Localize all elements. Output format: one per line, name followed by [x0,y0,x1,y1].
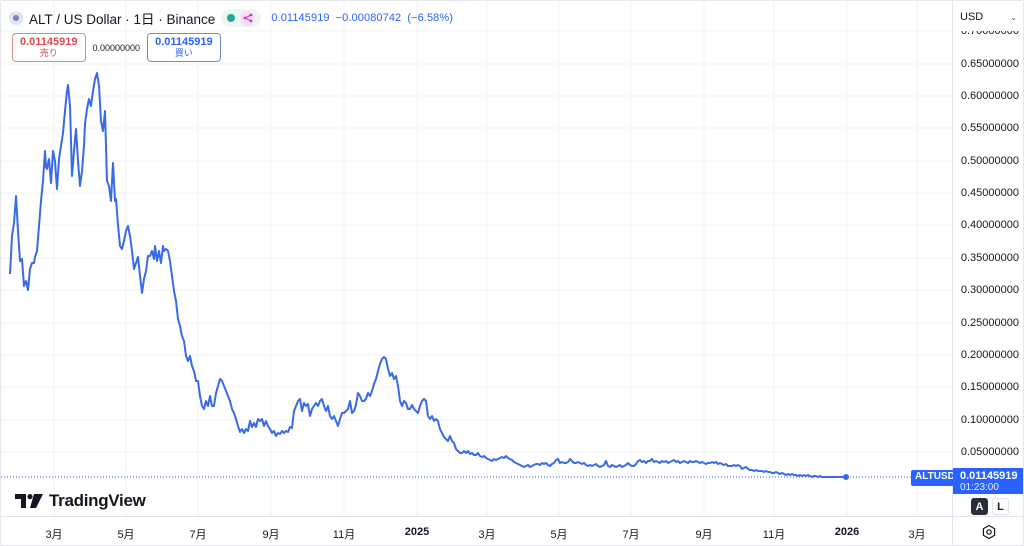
price-axis-label: 0.20000000 [960,349,1019,361]
price-axis-label: 0.55000000 [960,122,1019,134]
time-axis-label: 5月 [117,529,135,541]
buy-price: 0.01145919 [155,36,213,48]
last-price-tag: 0.01145919 01:23:00 [953,468,1023,494]
price-axis-label: 0.15000000 [960,381,1019,393]
sell-label: 売り [39,48,58,58]
symbol-logo-icon [9,11,23,25]
price-change-value: −0.00080742 [335,12,402,24]
market-open-dot-icon [227,14,236,22]
time-axis-label: 5月 [550,529,568,541]
bar-countdown: 01:23:00 [960,482,999,493]
price-axis-label: 0.40000000 [960,219,1019,231]
sell-button[interactable]: 0.01145919 売り [12,33,86,62]
time-axis-label: 9月 [262,529,280,541]
chart-plot-area[interactable] [1,1,952,516]
price-axis-label: 0.60000000 [960,90,1019,102]
trade-buttons: 0.01145919 売り 0.00000000 0.01145919 買い [12,33,221,62]
brand-name: TradingView [49,491,146,510]
buy-button[interactable]: 0.01145919 買い [147,33,221,62]
scale-mode-buttons: A L [971,498,1009,515]
price-axis[interactable]: 0.70000000 0.65000000 0.60000000 0.55000… [952,1,1024,516]
price-axis-label: 0.30000000 [960,284,1019,296]
spread-value: 0.00000000 [92,42,141,53]
time-axis-label: 3月 [45,529,63,541]
price-axis-label: 0.65000000 [960,58,1019,70]
last-price-value: 0.01145919 [271,12,330,24]
log-scale-button[interactable]: L [992,498,1009,515]
price-axis-label: 0.25000000 [960,317,1019,329]
chart-legend-header: ALT / US Dollar · 1日 · Binance 0.0114591… [9,7,453,29]
symbol-price-tag: ALTUSD [911,470,959,486]
time-axis-label: 7月 [622,529,640,541]
time-axis-label: 9月 [695,529,713,541]
status-pill[interactable] [221,9,262,27]
price-chart-svg [1,1,952,516]
buy-label: 買い [174,48,193,58]
symbol-title[interactable]: ALT / US Dollar · 1日 · Binance [29,12,216,27]
share-icon[interactable] [240,10,256,26]
time-axis-year-label: 2026 [834,526,860,538]
price-change-percent: (−6.58%) [407,12,454,24]
currency-value: USD [960,11,984,23]
price-line [9,72,846,478]
tradingview-logo-icon [15,494,43,508]
time-axis-label: 11月 [762,529,786,541]
time-axis-label: 7月 [189,529,207,541]
chart-settings-button[interactable] [952,516,1024,546]
time-axis-label: 3月 [478,529,496,541]
last-price-dot [843,474,849,480]
price-axis-label: 0.45000000 [960,187,1019,199]
settings-gear-icon [982,524,996,540]
time-axis-label: 11月 [332,529,356,541]
currency-select[interactable]: USD ⌄ [955,7,1022,27]
chevron-down-icon: ⌄ [1010,12,1017,22]
price-axis-label: 0.05000000 [960,446,1019,458]
time-axis-label: 3月 [908,529,926,541]
time-axis-year-label: 2025 [404,526,430,538]
price-axis-label: 0.70000000 [960,25,1019,37]
tradingview-logo[interactable]: TradingView [15,491,146,511]
last-price-tag-value: 0.01145919 [960,470,1018,482]
price-axis-label: 0.35000000 [960,252,1019,264]
price-axis-label: 0.50000000 [960,155,1019,167]
price-axis-label: 0.10000000 [960,414,1019,426]
auto-scale-button[interactable]: A [971,498,988,515]
grid-lines [1,1,952,516]
time-axis[interactable]: 3月 5月 7月 9月 11月 2025 3月 5月 7月 9月 11月 202… [1,516,952,546]
sell-price: 0.01145919 [20,36,78,48]
